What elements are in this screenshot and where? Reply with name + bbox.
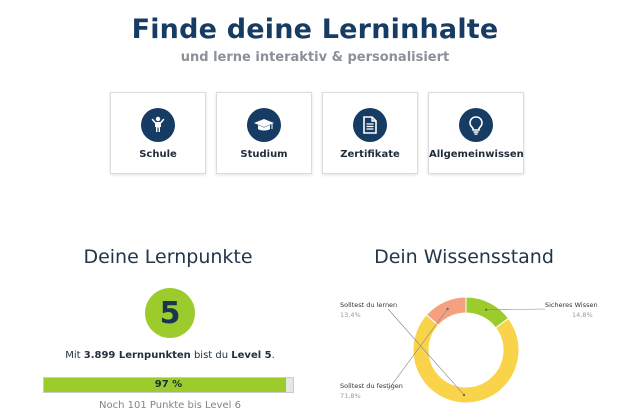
donut-leader-dot [446, 307, 449, 311]
category-card-allgemeinwissen[interactable]: Allgemeinwissen [428, 92, 524, 174]
legend-label-sicheres-wissen: Sicheres Wissen [545, 301, 598, 309]
level-badge: 5 [145, 288, 195, 338]
category-label: Studium [240, 149, 288, 160]
legend-value-solltest-du-festigen: 71,8% [340, 392, 361, 400]
category-card-schule[interactable]: Schule [110, 92, 206, 174]
legend-value-sicheres-wissen: 14,8% [572, 311, 593, 319]
category-label: Schule [139, 149, 177, 160]
category-card-zertifikate[interactable]: Zertifikate [322, 92, 418, 174]
category-label: Zertifikate [340, 149, 400, 160]
category-cards: Schule Studium Zertifikate [110, 92, 530, 174]
legend-value-solltest-du-lernen: 13,4% [340, 311, 361, 319]
donut-slice [425, 296, 467, 327]
remaining-points-text: Noch 101 Punkte bis Level 6 [99, 400, 241, 411]
donut-leader-line [387, 308, 448, 391]
donut-slice [465, 296, 510, 329]
graduation-cap-icon [247, 108, 281, 142]
progress-fill [44, 378, 286, 392]
points-value: 3.899 Lernpunkten [83, 350, 191, 361]
points-middle: bist du [190, 350, 232, 361]
wissensstand-heading: Dein Wissensstand [374, 246, 554, 268]
legend-label-solltest-du-lernen: Solltest du lernen [340, 301, 398, 309]
category-label: Allgemeinwissen [429, 149, 524, 160]
category-card-studium[interactable]: Studium [216, 92, 312, 174]
points-suffix: . [271, 350, 275, 361]
donut-slice [412, 313, 520, 404]
legend-label-solltest-du-festigen: Solltest du festigen [340, 382, 403, 390]
page-subtitle: und lerne interaktiv & personalisiert [180, 50, 450, 65]
donut-leader-line [486, 308, 546, 311]
child-icon [141, 108, 175, 142]
lightbulb-icon [459, 108, 493, 142]
level-value: Level 5 [231, 350, 272, 361]
donut-leader-dot [484, 308, 488, 311]
donut-leader-dot [462, 393, 466, 397]
lernpunkte-heading: Deine Lernpunkte [83, 246, 253, 268]
points-prefix: Mit [65, 350, 84, 361]
points-summary: Mit 3.899 Lernpunkten bist du Level 5. [40, 350, 300, 361]
progress-percent: 97 % [154, 379, 183, 390]
page-title: Finde deine Lerninhalte [131, 14, 499, 45]
certificate-document-icon [353, 108, 387, 142]
level-progress-bar: 97 % [43, 377, 294, 393]
